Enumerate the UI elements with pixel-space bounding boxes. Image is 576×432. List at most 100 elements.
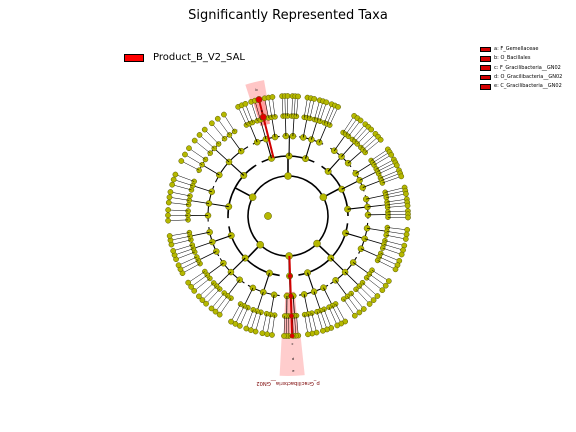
branch	[385, 190, 406, 196]
taxon-node	[186, 145, 192, 152]
branch	[386, 231, 407, 235]
branch	[168, 219, 189, 221]
clade-key-label: b: O_Bacillales	[494, 55, 531, 62]
taxon-node	[216, 311, 223, 318]
branch	[271, 315, 275, 335]
taxon-node	[165, 212, 171, 219]
taxon-node	[266, 269, 273, 277]
branch	[182, 263, 201, 274]
branch	[293, 96, 296, 117]
taxon-node	[288, 293, 294, 299]
branch	[377, 162, 396, 172]
branch	[198, 251, 217, 261]
clade-key-item: d: O_Gracilibacteria__GN02	[480, 73, 576, 82]
taxon-node	[360, 306, 367, 312]
branch	[332, 305, 342, 324]
branch	[266, 314, 271, 335]
branch	[316, 101, 324, 121]
clade-letter: d	[292, 357, 294, 361]
branch	[170, 191, 191, 197]
branch	[180, 260, 199, 270]
branch	[319, 102, 327, 122]
taxon-node	[264, 331, 271, 338]
taxon-node	[269, 332, 275, 338]
taxon-node	[188, 283, 194, 290]
branch	[190, 274, 208, 288]
branch	[362, 180, 382, 188]
branch	[264, 98, 269, 118]
branch	[207, 262, 224, 276]
highlight-sector	[279, 333, 305, 377]
branch	[362, 282, 378, 297]
taxon-node	[370, 297, 377, 303]
chart-title: Significantly Represented Taxa	[188, 8, 388, 23]
branch	[268, 97, 273, 118]
branch	[380, 170, 400, 179]
taxon-node	[382, 282, 389, 289]
branch	[371, 270, 389, 282]
taxon-node	[166, 233, 173, 239]
branch	[372, 151, 390, 163]
taxon-node	[304, 269, 311, 277]
branch	[284, 96, 286, 117]
branch	[219, 298, 232, 315]
branch	[216, 271, 232, 287]
taxon-node	[323, 99, 330, 106]
branch	[249, 123, 258, 143]
branch	[284, 116, 287, 137]
branch	[386, 234, 406, 240]
clade-key-legend: a: F_Gemellaceae b: O_Bacillales c: F_Grac…	[480, 45, 576, 91]
branch	[262, 313, 267, 334]
taxon-node	[209, 120, 215, 127]
taxon-node	[284, 93, 291, 99]
branch	[314, 100, 320, 120]
branch	[212, 235, 232, 243]
branch	[360, 248, 380, 258]
taxon-node	[242, 100, 249, 107]
branch	[292, 295, 295, 316]
branch	[255, 312, 262, 332]
taxon-node	[402, 236, 409, 242]
clade-key-swatch	[480, 84, 491, 90]
taxon-node	[248, 193, 257, 201]
branch	[228, 161, 245, 176]
taxon-node	[313, 239, 321, 248]
branch	[347, 149, 364, 164]
taxon-node	[284, 172, 292, 180]
taxon-node	[320, 327, 326, 334]
branch	[194, 140, 211, 154]
taxon-node	[191, 288, 198, 294]
branch	[355, 289, 370, 305]
branch	[303, 294, 309, 315]
branch	[318, 123, 328, 143]
clade-key-swatch	[480, 56, 491, 62]
branch	[201, 164, 220, 176]
taxon-node	[182, 151, 188, 158]
taxon-node	[165, 217, 171, 224]
branch	[350, 293, 364, 310]
branch	[341, 179, 360, 190]
branch	[328, 307, 338, 326]
branch	[366, 277, 383, 291]
taxon-node	[166, 194, 173, 201]
branch	[198, 282, 214, 297]
legend-label: Product_B_V2_SAL	[153, 52, 245, 63]
branch	[189, 231, 210, 237]
branch	[335, 280, 348, 297]
taxon-node	[259, 113, 267, 121]
branch	[302, 117, 308, 138]
branch	[246, 309, 254, 329]
branch	[303, 97, 308, 118]
taxon-node	[196, 132, 203, 138]
branch	[341, 141, 356, 157]
branch	[347, 296, 360, 313]
branch	[211, 292, 225, 309]
clade-letter: e	[292, 369, 295, 373]
clade-key-item: b: O_Bacillales	[480, 54, 576, 63]
branch	[239, 307, 249, 327]
branch	[352, 262, 370, 275]
branch	[376, 159, 395, 170]
branch	[181, 160, 200, 171]
branch	[320, 310, 328, 330]
